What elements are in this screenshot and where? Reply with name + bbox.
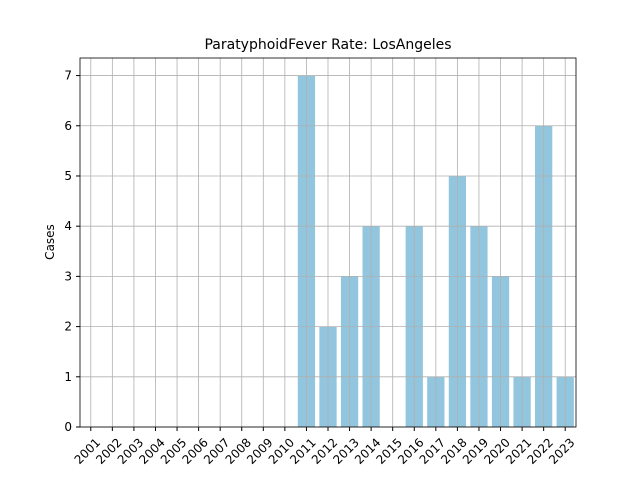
y-tick-label: 3 <box>64 269 72 283</box>
y-tick-label: 4 <box>64 219 72 233</box>
y-tick-label: 0 <box>64 420 72 434</box>
y-tick-label: 1 <box>64 370 72 384</box>
y-axis-label: Cases <box>43 224 57 260</box>
y-tick-label: 5 <box>64 169 72 183</box>
y-tick-label: 6 <box>64 119 72 133</box>
chart-title: ParatyphoidFever Rate: LosAngeles <box>204 37 451 53</box>
y-tick-label: 7 <box>64 69 72 83</box>
x-axis-label: Year <box>314 478 340 480</box>
plot-frame <box>79 57 577 428</box>
y-tick-label: 2 <box>64 320 72 334</box>
